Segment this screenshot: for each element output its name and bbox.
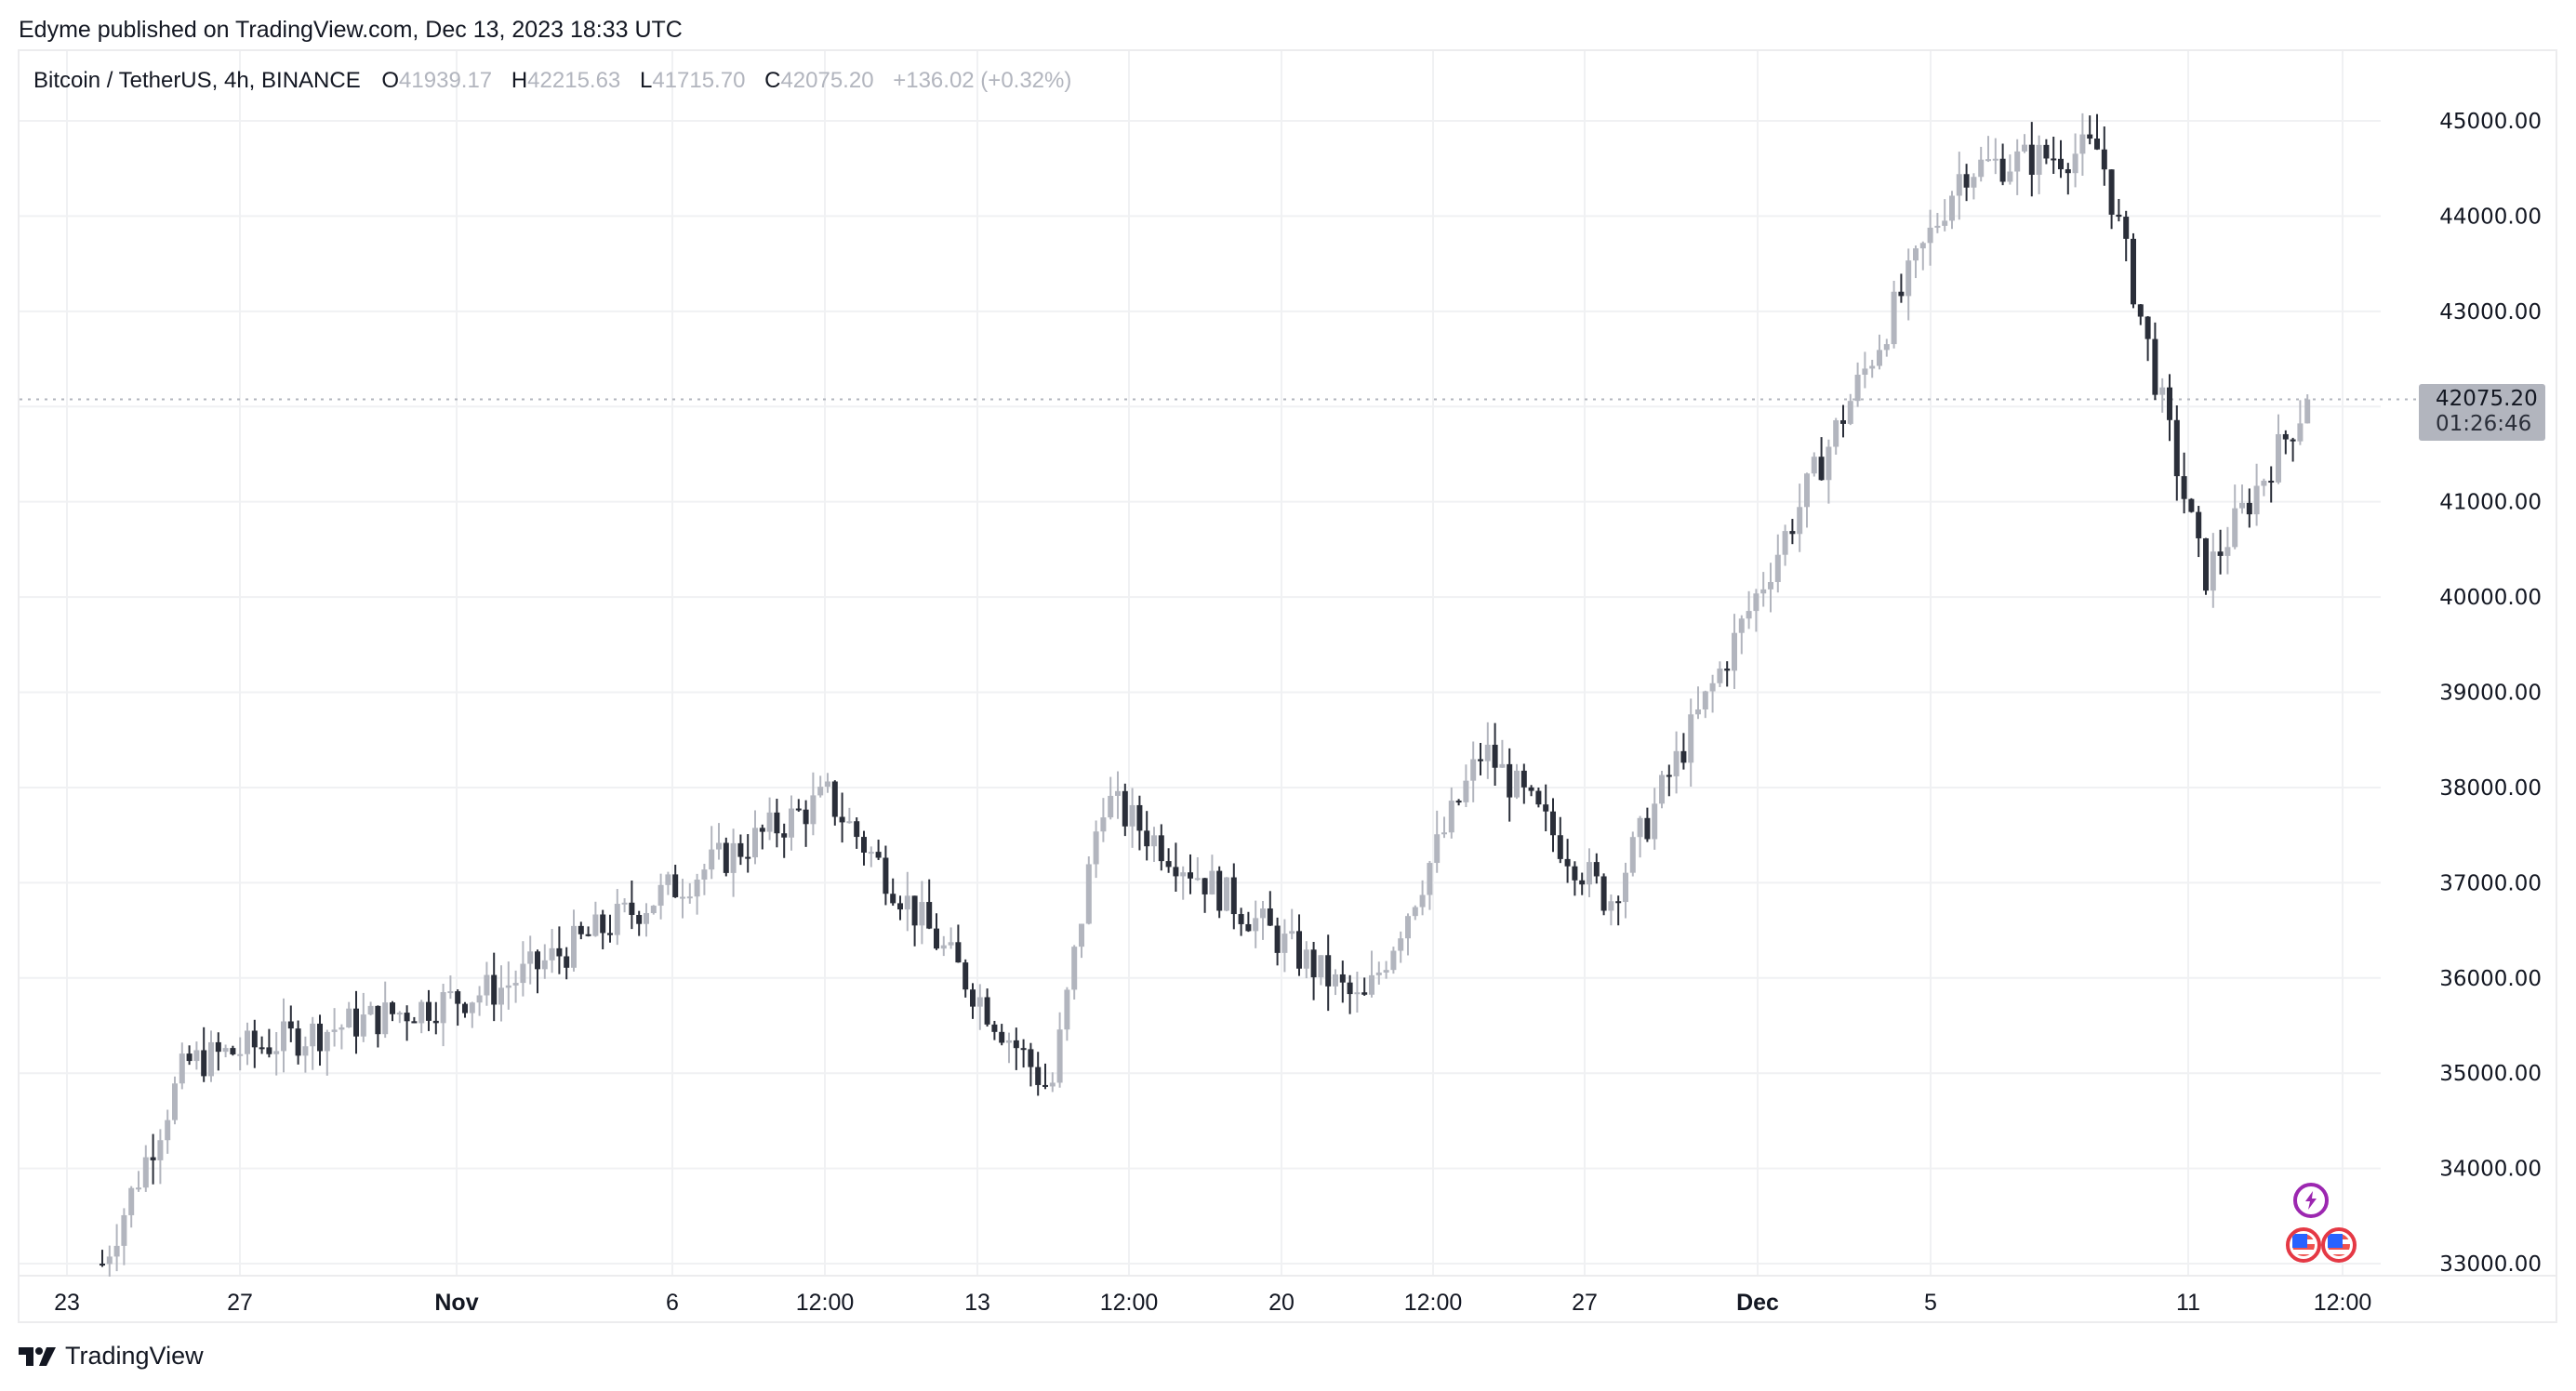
time-tick-label: 11 [2176,1290,2200,1316]
time-tick-label: 12:00 [2314,1290,2372,1316]
low-label: L [639,68,653,93]
time-tick-label: 13 [964,1290,990,1316]
time-tick-label: Dec [1736,1290,1779,1316]
time-tick-label: 27 [1572,1290,1598,1316]
price-tick-label: 37000.00 [2439,871,2542,895]
time-tick-label: 20 [1268,1290,1295,1316]
time-tick-label: Nov [434,1290,478,1316]
footer: TradingView [19,1342,204,1371]
price-tick-label: 34000.00 [2439,1158,2542,1182]
time-tick-label: 6 [666,1290,679,1316]
price-tick-label: 35000.00 [2439,1062,2542,1086]
chart-frame[interactable] [18,49,2557,1323]
price-tick-label: 39000.00 [2439,682,2542,706]
time-tick-label: 12:00 [796,1290,855,1316]
publisher-caption: Edyme published on TradingView.com, Dec … [19,17,683,43]
price-tick-label: 36000.00 [2439,967,2542,991]
close-label: C [764,68,781,93]
price-tick-label: 40000.00 [2439,586,2542,610]
last-price-value: 42075.20 [2436,387,2538,411]
time-tick-label: 23 [54,1290,80,1316]
time-tick-label: 27 [227,1290,253,1316]
time-tick-label: 12:00 [1404,1290,1463,1316]
high-value: 42215.63 [527,68,621,93]
last-price-tag: 42075.20 01:26:46 [2419,384,2545,441]
us-flag-event-icon[interactable] [2321,1227,2357,1263]
time-axis[interactable]: 23 27 Nov 6 12:00 13 12:00 20 12:00 27 Dec 5 11 12:00 [54,1290,2371,1316]
open-label: O [381,68,400,93]
price-tick-label: 33000.00 [2439,1252,2542,1277]
price-tick-label: 44000.00 [2439,205,2542,229]
price-tick-label: 43000.00 [2439,300,2542,325]
time-tick-label: 5 [1924,1290,1937,1316]
price-axis[interactable]: 33000.00 34000.00 35000.00 36000.00 37000.00… [2439,110,2542,1277]
close-value: 42075.20 [780,68,874,93]
price-tick-label: 41000.00 [2439,491,2542,515]
high-label: H [511,68,528,93]
chart-grid [18,51,2557,1277]
lightning-event-icon[interactable] [2293,1183,2329,1218]
time-tick-label: 12:00 [1100,1290,1159,1316]
candles [100,113,2311,1277]
tradingview-brand[interactable]: TradingView [65,1342,204,1370]
low-value: 41715.70 [652,68,746,93]
price-tick-label: 38000.00 [2439,776,2542,801]
us-flag-event-icon[interactable] [2286,1227,2321,1263]
symbol-legend: Bitcoin / TetherUS, 4h, BINANCE O41939.1… [33,68,1084,94]
open-value: 41939.17 [399,68,493,93]
bar-countdown: 01:26:46 [2436,412,2532,436]
tradingview-logo-icon[interactable] [19,1345,58,1368]
price-tick-label: 45000.00 [2439,110,2542,134]
symbol-title[interactable]: Bitcoin / TetherUS, 4h, BINANCE [33,68,361,93]
change-value: +136.02 (+0.32%) [893,68,1072,93]
